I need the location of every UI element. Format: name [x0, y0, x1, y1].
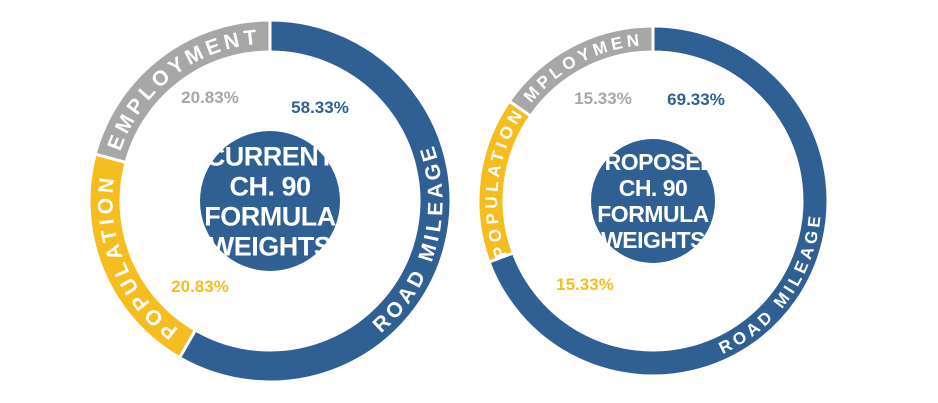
chart-title-line: PROPOSED — [590, 149, 716, 175]
employment-percent: 15.33% — [574, 89, 632, 108]
road-mileage-segment — [487, 24, 830, 378]
road-mileage-percent: 69.33% — [667, 90, 725, 109]
population-percent: 15.33% — [556, 275, 614, 294]
chart-title-line: WEIGHTS — [601, 227, 705, 253]
employment-segment — [507, 24, 655, 119]
road-mileage-segment — [177, 18, 453, 384]
chart-title-line: CH. 90 — [619, 175, 688, 201]
chart-title-line: WEIGHTS — [209, 231, 332, 261]
road-mileage-percent: 58.33% — [291, 98, 349, 117]
population-percent: 20.83% — [171, 277, 229, 296]
proposed-weights-chart: ROAD MILEAGE69.33%POPULATION15.33%EMPLOY… — [478, 24, 830, 378]
chart-title-line: FORMULA — [597, 201, 708, 227]
chart-title-line: CH. 90 — [229, 171, 310, 201]
center-circle — [591, 139, 715, 263]
chart-title-line: FORMULA — [204, 201, 335, 231]
current-weights-chart: ROAD MILEAGE58.33%POPULATION20.83%EMPLOY… — [87, 18, 453, 384]
center-circle — [200, 131, 340, 271]
employment-segment — [93, 18, 272, 165]
employment-percent: 20.83% — [181, 88, 239, 107]
chart-title-line: CURRENT — [206, 141, 336, 171]
